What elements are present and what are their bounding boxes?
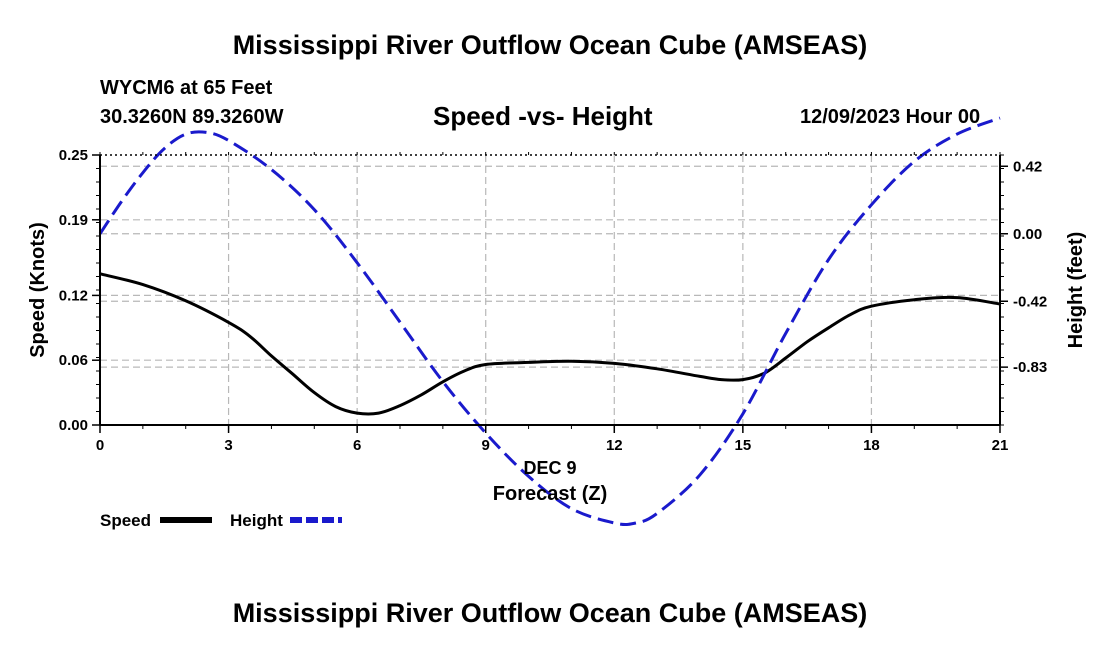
y2-tick-label: 0.42 bbox=[1013, 158, 1042, 175]
y2-tick-label: -0.42 bbox=[1013, 293, 1047, 310]
y-axis-title: Speed (Knots) bbox=[27, 222, 49, 358]
axis-labels: DEC 9 Forecast (Z) Speed (Knots) Height … bbox=[27, 222, 1087, 505]
y-tick-label: 0.00 bbox=[59, 417, 88, 434]
x-tick-label: 3 bbox=[224, 437, 232, 454]
series-line-speed bbox=[99, 272, 1001, 416]
footer-title: Mississippi River Outflow Ocean Cube (AM… bbox=[232, 598, 868, 628]
forecast-datetime: 12/09/2023 Hour 00 bbox=[800, 106, 981, 128]
station-label: WYCM6 at 65 Feet bbox=[100, 77, 273, 99]
x-axis-title: Forecast (Z) bbox=[493, 483, 607, 505]
y2-axis-title: Height (feet) bbox=[1065, 232, 1087, 349]
station-coordinates: 30.3260N 89.3260W bbox=[100, 106, 284, 128]
series-line-height bbox=[98, 116, 1001, 526]
plot-frame bbox=[99, 154, 1001, 426]
legend-speed-label: Speed bbox=[100, 511, 151, 530]
x-tick-label: 0 bbox=[96, 437, 104, 454]
y-tick-label: 0.06 bbox=[59, 352, 88, 369]
x-tick-label: 12 bbox=[606, 437, 623, 454]
legend: Speed Height bbox=[100, 511, 342, 530]
series-layer bbox=[98, 116, 1001, 526]
x-tick-label: 6 bbox=[353, 437, 361, 454]
chart-title: Mississippi River Outflow Ocean Cube (AM… bbox=[232, 30, 868, 60]
y-tick-label: 0.12 bbox=[59, 287, 88, 304]
grid bbox=[100, 155, 1000, 425]
y-tick-label: 0.25 bbox=[59, 147, 88, 164]
x-tick-label: 9 bbox=[482, 437, 490, 454]
x-axis-day-label: DEC 9 bbox=[523, 458, 576, 478]
axis-ticks: 0 3 6 9 12 15 18 21 0.00 0.06 0.12 0.19 0.25 0.42 0.00… bbox=[59, 147, 1047, 454]
x-tick-label: 18 bbox=[863, 437, 880, 454]
y2-tick-label: 0.00 bbox=[1013, 226, 1042, 243]
y2-tick-label: -0.83 bbox=[1013, 359, 1047, 376]
legend-height-label: Height bbox=[230, 511, 283, 530]
chart-subtitle: Speed -vs- Height bbox=[433, 101, 653, 131]
x-tick-label: 21 bbox=[992, 437, 1009, 454]
x-tick-label: 15 bbox=[735, 437, 752, 454]
y-tick-label: 0.19 bbox=[59, 212, 88, 229]
